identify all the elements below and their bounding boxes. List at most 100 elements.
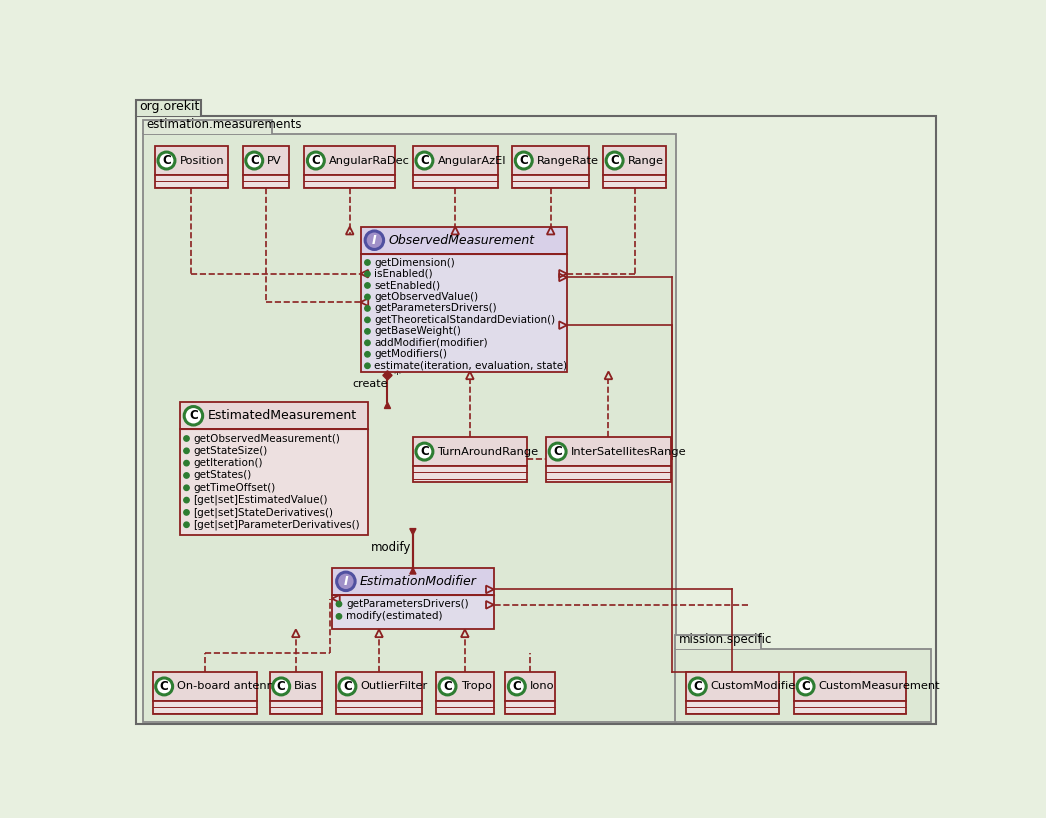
Text: PV: PV (268, 155, 282, 165)
Bar (413, 466, 527, 482)
Text: C: C (312, 154, 320, 167)
Text: estimate(iteration, evaluation, state): estimate(iteration, evaluation, state) (374, 361, 568, 371)
Text: Iono: Iono (530, 681, 554, 691)
Bar (153, 701, 256, 714)
Text: C: C (553, 445, 562, 458)
Circle shape (365, 283, 370, 288)
Circle shape (158, 152, 175, 169)
Text: getStateSize(): getStateSize() (194, 446, 268, 456)
Bar (794, 701, 906, 714)
Bar (243, 175, 289, 188)
Circle shape (549, 443, 566, 460)
Circle shape (439, 678, 456, 695)
Bar (413, 175, 498, 188)
Text: C: C (420, 445, 429, 458)
Text: C: C (250, 154, 258, 167)
Text: C: C (693, 680, 702, 693)
Text: Tropo: Tropo (460, 681, 492, 691)
Circle shape (336, 614, 342, 619)
Circle shape (184, 485, 189, 491)
Bar (180, 429, 368, 535)
Text: C: C (160, 680, 168, 693)
Bar (304, 175, 395, 188)
Polygon shape (136, 101, 201, 116)
Text: EstimationModifier: EstimationModifier (360, 575, 477, 588)
Circle shape (365, 260, 370, 265)
Text: getTimeOffset(): getTimeOffset() (194, 483, 276, 492)
Bar (686, 672, 778, 701)
Circle shape (365, 294, 370, 299)
Text: getIteration(): getIteration() (194, 458, 263, 468)
Circle shape (184, 473, 189, 479)
Text: getObservedMeasurement(): getObservedMeasurement() (194, 434, 340, 443)
Text: setEnabled(): setEnabled() (374, 281, 440, 290)
Text: *: * (393, 366, 401, 380)
Text: getTheoreticalStandardDeviation(): getTheoreticalStandardDeviation() (374, 315, 555, 325)
Bar (155, 146, 228, 175)
Polygon shape (384, 402, 390, 408)
Text: C: C (610, 154, 619, 167)
Circle shape (156, 678, 173, 695)
Bar (153, 672, 256, 701)
Circle shape (365, 231, 384, 249)
Circle shape (416, 152, 433, 169)
Circle shape (365, 306, 370, 311)
Text: C: C (420, 154, 429, 167)
Text: C: C (444, 680, 452, 693)
Circle shape (336, 601, 342, 607)
Text: addModifier(modifier): addModifier(modifier) (374, 338, 488, 348)
Text: C: C (343, 680, 351, 693)
Text: isEnabled(): isEnabled() (374, 269, 433, 279)
Text: C: C (513, 680, 521, 693)
Bar (686, 701, 778, 714)
Text: AngularAzEl: AngularAzEl (437, 155, 506, 165)
Text: C: C (162, 154, 170, 167)
Text: create: create (353, 379, 388, 389)
Circle shape (365, 363, 370, 368)
Text: TurnAroundRange: TurnAroundRange (437, 447, 539, 456)
Text: modify: modify (370, 542, 411, 555)
Circle shape (246, 152, 263, 169)
Bar (142, 133, 676, 721)
Polygon shape (410, 528, 416, 535)
Text: mission.specific: mission.specific (679, 632, 772, 645)
Bar (336, 701, 423, 714)
Circle shape (365, 340, 370, 345)
Circle shape (308, 152, 324, 169)
Text: InterSatellitesRange: InterSatellitesRange (571, 447, 686, 456)
Bar (155, 175, 228, 188)
Circle shape (337, 572, 356, 591)
Text: Range: Range (628, 155, 664, 165)
Text: I: I (343, 575, 348, 588)
Bar (675, 649, 931, 721)
Text: estimation.measurements: estimation.measurements (146, 118, 302, 131)
Bar (304, 146, 395, 175)
Text: modify(estimated): modify(estimated) (346, 611, 442, 622)
Circle shape (184, 407, 203, 425)
Bar (546, 437, 670, 466)
Circle shape (273, 678, 290, 695)
Bar (180, 402, 368, 429)
Text: OutlierFilter: OutlierFilter (361, 681, 428, 691)
Circle shape (797, 678, 814, 695)
Circle shape (184, 448, 189, 453)
Text: ObservedMeasurement: ObservedMeasurement (388, 234, 535, 247)
Polygon shape (383, 371, 392, 380)
Bar (436, 701, 494, 714)
Polygon shape (142, 119, 272, 133)
Bar (332, 568, 494, 595)
Text: getParametersDrivers(): getParametersDrivers() (346, 599, 469, 609)
Text: getParametersDrivers(): getParametersDrivers() (374, 303, 497, 313)
Circle shape (516, 152, 532, 169)
Text: getStates(): getStates() (194, 470, 252, 480)
Text: C: C (277, 680, 286, 693)
Bar (505, 701, 555, 714)
Text: AngularRaDec: AngularRaDec (328, 155, 410, 165)
Circle shape (184, 510, 189, 515)
Bar (604, 146, 666, 175)
Circle shape (184, 461, 189, 465)
Text: CustomModifier: CustomModifier (711, 681, 801, 691)
Circle shape (184, 522, 189, 528)
Text: org.orekit: org.orekit (139, 100, 200, 113)
Bar (270, 672, 322, 701)
